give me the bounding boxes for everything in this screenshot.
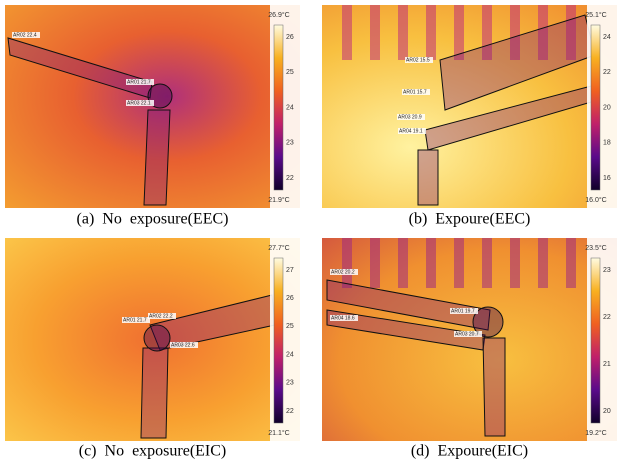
caption: (a) No exposure(EEC) (77, 211, 229, 228)
scale-min: 21.1°C (268, 429, 289, 437)
region-label: AR02 15.5 (406, 57, 430, 63)
region-outline (141, 348, 168, 438)
region-circle (144, 325, 170, 351)
scale-tick-label: 20 (603, 104, 611, 111)
scale-tick-label: 16 (603, 175, 611, 182)
scale-tick-label: 24 (286, 104, 294, 111)
scale-min: 21.9°C (268, 196, 289, 204)
beam (510, 238, 520, 288)
beam (482, 238, 492, 288)
beam (398, 5, 408, 60)
scale-tick-label: 22 (286, 175, 294, 182)
region-label: AR03 22.1 (127, 100, 151, 106)
scale-tick-label: 25 (286, 323, 294, 330)
beam (342, 5, 352, 60)
scale-tick-label: 27 (286, 267, 294, 274)
scale-tick-label: 24 (286, 351, 294, 358)
beam (426, 5, 436, 60)
region-label: AR03 22.6 (171, 342, 195, 348)
beam (342, 238, 352, 288)
beam (538, 238, 548, 288)
scale-min: 16.0°C (585, 196, 606, 204)
scale-tick-label: 25 (286, 69, 294, 76)
beam (426, 238, 436, 288)
region-label: AR02 20.2 (331, 269, 355, 275)
scale-tick-label: 20 (603, 408, 611, 415)
scale-tick-label: 23 (603, 267, 611, 274)
caption: (c) No exposure(EIC) (79, 443, 227, 460)
scale-max: 23.5°C (585, 244, 606, 252)
scale-bar (274, 258, 283, 423)
figure-svg: AR02 22.4 AR01 21.7 AR03 22.1 26.9°C 21.9°C 2… (0, 0, 631, 463)
region-label: AR02 22.4 (13, 32, 37, 38)
region-label: AR01 21.7 (123, 317, 147, 323)
scale-max: 25.1°C (585, 11, 606, 19)
scale-max: 27.7°C (268, 244, 289, 252)
scale-min: 19.2°C (585, 429, 606, 437)
region-label: AR04 19.1 (399, 128, 423, 134)
thermal-panel: AR02 20.2 AR01 19.7 AR04 18.6 AR03 20.7 23.5… (322, 238, 617, 460)
scale-tick-label: 26 (286, 295, 294, 302)
region-outline (483, 338, 505, 436)
caption: (d) Expoure(EIC) (411, 443, 528, 460)
scale-tick-label: 21 (603, 361, 611, 368)
region-label: AR01 21.7 (127, 79, 151, 85)
region-label: AR03 20.7 (455, 331, 479, 337)
region-outline (144, 110, 170, 205)
scale-bar (274, 25, 283, 190)
beam (398, 238, 408, 288)
beam (370, 238, 380, 288)
beam (370, 5, 380, 60)
thermal-panel: AR02 22.4 AR01 21.7 AR03 22.1 26.9°C 21.9°C 2… (5, 5, 300, 228)
region-outline (418, 150, 438, 205)
region-label: AR02 22.2 (149, 313, 173, 319)
scale-tick-label: 18 (603, 140, 611, 147)
scale-tick-label: 22 (286, 408, 294, 415)
region-label: AR01 15.7 (403, 89, 427, 95)
beam (454, 5, 464, 60)
scale-tick-label: 23 (286, 140, 294, 147)
scale-tick-label: 26 (286, 34, 294, 41)
scale-bar (591, 25, 600, 190)
figure: AR02 22.4 AR01 21.7 AR03 22.1 26.9°C 21.9°C 2… (0, 0, 631, 463)
scale-bar (591, 258, 600, 423)
beam (454, 238, 464, 288)
region-label: AR01 19.7 (451, 308, 475, 314)
thermal-panel: AR02 15.5 AR01 15.7 AR03 20.9 AR04 19.1 25.1… (322, 5, 617, 228)
scale-tick-label: 24 (603, 34, 611, 41)
beam (566, 238, 576, 288)
scale-max: 26.9°C (268, 11, 289, 19)
region-label: AR03 20.9 (398, 114, 422, 120)
scale-tick-label: 23 (286, 380, 294, 387)
scale-tick-label: 22 (603, 314, 611, 321)
caption: (b) Expoure(EEC) (409, 211, 531, 228)
region-label: AR04 18.6 (331, 315, 355, 321)
scale-tick-label: 22 (603, 69, 611, 76)
